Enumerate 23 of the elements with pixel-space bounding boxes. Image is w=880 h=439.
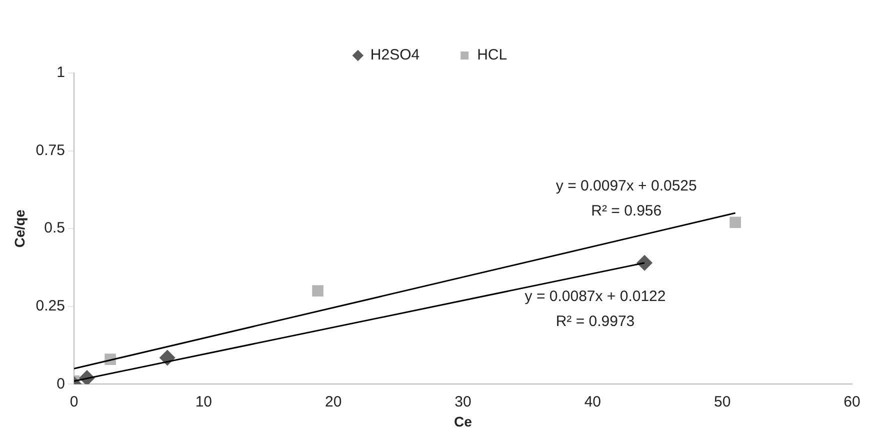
legend-label: H2SO4	[370, 46, 420, 64]
annotation: y = 0.0087x + 0.0122	[524, 288, 666, 306]
x-tick-label: 30	[454, 393, 472, 410]
y-tick-label: 0.75	[36, 142, 65, 159]
y-tick-label: 0	[56, 375, 65, 392]
annotation: R² = 0.956	[591, 202, 662, 220]
annotation: y = 0.0097x + 0.0525	[556, 178, 697, 195]
x-tick-label: 40	[584, 393, 602, 410]
y-axis-title: Ce/qe	[11, 209, 28, 248]
legend-label: HCL	[477, 46, 508, 64]
y-tick-label: 0.5	[44, 220, 65, 237]
point	[636, 254, 653, 271]
y-tick-label: 1	[56, 64, 65, 82]
x-tick-label: 60	[844, 393, 860, 410]
x-tick-label: 10	[195, 393, 212, 410]
y-tick-label: 0.25	[36, 298, 65, 315]
annotation: R² = 0.9973	[556, 313, 635, 330]
x-tick-label: 0	[70, 393, 78, 410]
x-axis-title: Ce	[454, 413, 472, 430]
point	[730, 216, 741, 228]
x-tick-label: 20	[324, 393, 342, 410]
x-tick-label: 50	[714, 393, 731, 410]
point	[312, 285, 324, 296]
